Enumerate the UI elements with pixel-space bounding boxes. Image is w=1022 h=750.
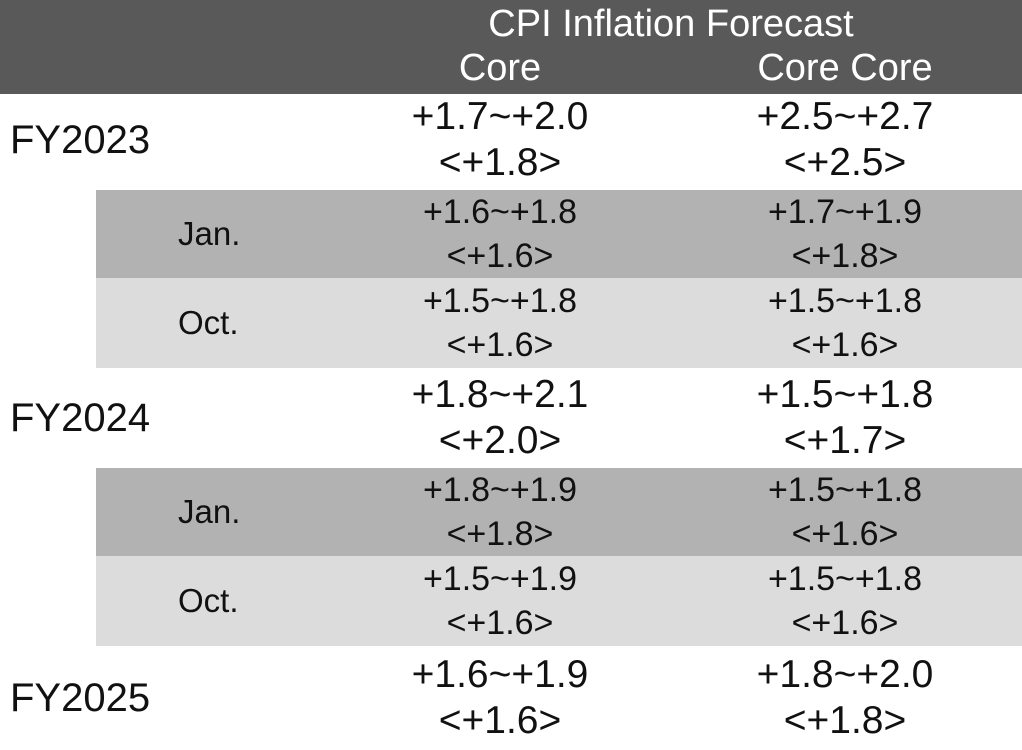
- core-cell: +1.5~+1.9 <+1.6>: [350, 556, 650, 646]
- core-core-median: <+1.6>: [791, 326, 899, 364]
- core-cell: +1.8~+1.9 <+1.8>: [350, 468, 650, 556]
- core-median: <+1.6>: [446, 326, 554, 364]
- core-range: +1.5~+1.8: [422, 282, 578, 320]
- core-cell: +1.6~+1.8 <+1.6>: [350, 190, 650, 278]
- table-title: CPI Inflation Forecast: [488, 3, 854, 45]
- core-core-median: <+2.5>: [783, 141, 907, 184]
- core-core-range: +1.5~+1.8: [767, 282, 923, 320]
- table-row-fy2023: FY2023 +1.7~+2.0 <+1.8> +2.5~+2.7 <+2.5>: [0, 94, 1022, 186]
- row-label: Oct.: [178, 582, 239, 619]
- core-core-median: <+1.8>: [791, 237, 899, 275]
- table-header: CPI Inflation Forecast Core Core Core: [0, 0, 1022, 94]
- core-core-median: <+1.6>: [791, 515, 899, 553]
- core-core-cell: +1.7~+1.9 <+1.8>: [690, 190, 1000, 278]
- core-core-range: +2.5~+2.7: [756, 95, 934, 138]
- column-header-core: Core: [458, 47, 542, 89]
- core-core-cell: +1.5~+1.8 <+1.6>: [690, 468, 1000, 556]
- core-range: +1.7~+2.0: [411, 95, 589, 138]
- core-cell: +1.5~+1.8 <+1.6>: [350, 278, 650, 368]
- table-row-fy2024-oct: Oct. +1.5~+1.9 <+1.6> +1.5~+1.8 <+1.6>: [96, 556, 1022, 646]
- core-cell: +1.7~+2.0 <+1.8>: [350, 94, 650, 186]
- row-label: FY2025: [10, 675, 151, 720]
- core-core-median: <+1.6>: [791, 604, 899, 642]
- table-row-fy2024: FY2024 +1.8~+2.1 <+2.0> +1.5~+1.8 <+1.7>: [0, 372, 1022, 464]
- core-cell: +1.8~+2.1 <+2.0>: [350, 372, 650, 464]
- core-core-range: +1.5~+1.8: [767, 560, 923, 598]
- table-row-fy2023-oct: Oct. +1.5~+1.8 <+1.6> +1.5~+1.8 <+1.6>: [96, 278, 1022, 368]
- core-range: +1.5~+1.9: [422, 560, 578, 598]
- core-core-cell: +1.5~+1.8 <+1.7>: [690, 372, 1000, 464]
- core-median: <+1.8>: [446, 515, 554, 553]
- row-label: Jan.: [178, 215, 241, 252]
- row-label: FY2023: [10, 117, 151, 162]
- table-row-fy2025: FY2025 +1.6~+1.9 <+1.6> +1.8~+2.0 <+1.8>: [0, 650, 1022, 746]
- core-core-cell: +1.8~+2.0 <+1.8>: [690, 650, 1000, 746]
- core-median: <+1.6>: [446, 237, 554, 275]
- core-median: <+1.6>: [446, 604, 554, 642]
- core-median: <+2.0>: [438, 419, 562, 462]
- core-range: +1.8~+1.9: [422, 471, 578, 509]
- core-core-range: +1.8~+2.0: [756, 653, 934, 696]
- core-range: +1.8~+2.1: [411, 373, 589, 416]
- core-core-range: +1.5~+1.8: [756, 373, 934, 416]
- row-label: Oct.: [178, 304, 239, 341]
- core-core-range: +1.7~+1.9: [767, 193, 923, 231]
- column-header-core-core: Core Core: [757, 47, 933, 89]
- core-range: +1.6~+1.8: [422, 193, 578, 231]
- core-core-range: +1.5~+1.8: [767, 471, 923, 509]
- core-core-cell: +2.5~+2.7 <+2.5>: [690, 94, 1000, 186]
- row-label: FY2024: [10, 395, 151, 440]
- table-row-fy2023-jan: Jan. +1.6~+1.8 <+1.6> +1.7~+1.9 <+1.8>: [96, 190, 1022, 278]
- core-core-median: <+1.7>: [783, 419, 907, 462]
- core-median: <+1.8>: [438, 141, 562, 184]
- core-median: <+1.6>: [438, 699, 562, 742]
- core-core-median: <+1.8>: [783, 699, 907, 742]
- core-core-cell: +1.5~+1.8 <+1.6>: [690, 278, 1000, 368]
- row-label: Jan.: [178, 493, 241, 530]
- core-cell: +1.6~+1.9 <+1.6>: [350, 650, 650, 746]
- table-row-fy2024-jan: Jan. +1.8~+1.9 <+1.8> +1.5~+1.8 <+1.6>: [96, 468, 1022, 556]
- core-range: +1.6~+1.9: [411, 653, 589, 696]
- core-core-cell: +1.5~+1.8 <+1.6>: [690, 556, 1000, 646]
